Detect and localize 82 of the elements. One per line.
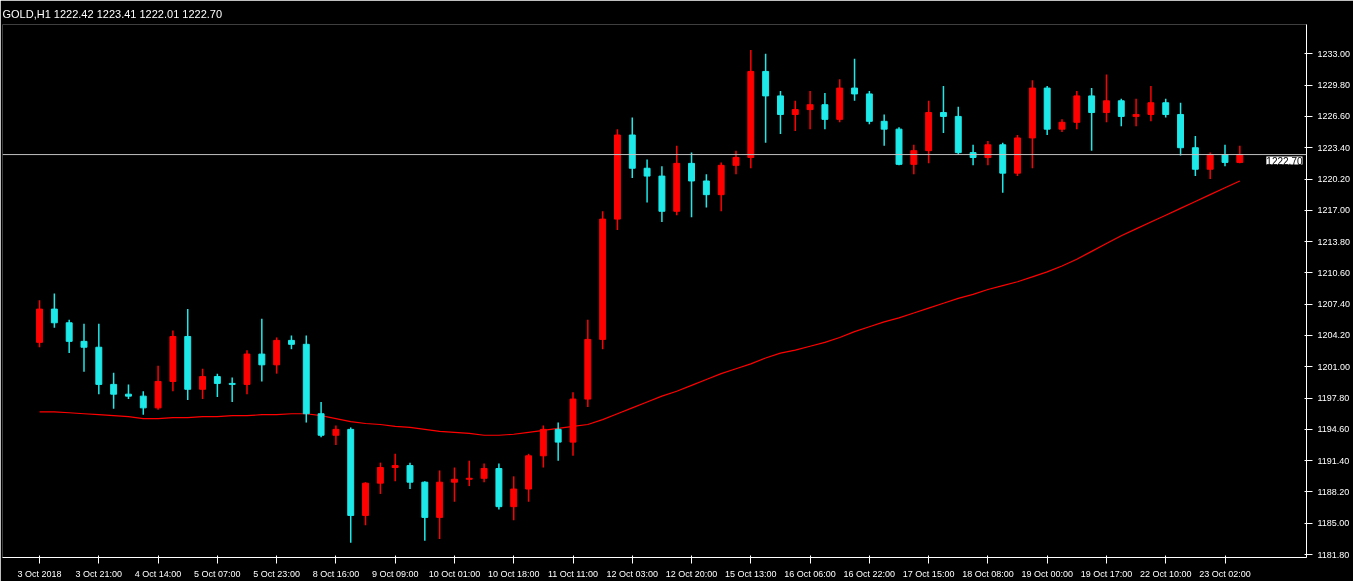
candlestick xyxy=(880,113,888,147)
y-tick-label: 1217.00 xyxy=(1317,205,1351,216)
y-tick-label: 1188.20 xyxy=(1317,486,1350,497)
candlestick xyxy=(1102,73,1110,124)
candlestick xyxy=(510,475,518,522)
x-tick-label: 3 Oct 21:00 xyxy=(75,568,123,579)
x-tick-label: 23 Oct 02:00 xyxy=(1199,568,1251,579)
x-tick-label: 9 Oct 09:00 xyxy=(371,568,419,579)
x-tick-label: 10 Oct 01:00 xyxy=(428,568,481,579)
x-tick-label: 5 Oct 07:00 xyxy=(194,568,241,579)
x-tick-label: 8 Oct 16:00 xyxy=(312,568,360,579)
x-tick-label: 12 Oct 20:00 xyxy=(665,568,718,579)
x-tick-label: 17 Oct 15:00 xyxy=(902,568,955,579)
chart-title: GOLD,H1 1222.42 1223.41 1222.01 1222.70 xyxy=(2,7,223,20)
candlestick xyxy=(258,318,266,383)
candlestick xyxy=(554,421,562,462)
y-tick-label: 1213.80 xyxy=(1317,236,1351,247)
candlestick xyxy=(450,466,458,503)
candlestick xyxy=(939,85,947,134)
x-tick-label: 4 Oct 14:00 xyxy=(134,568,182,579)
candlestick xyxy=(1117,98,1125,127)
x-tick-label: 19 Oct 17:00 xyxy=(1080,568,1133,579)
candlestick xyxy=(1162,98,1170,119)
candlestick xyxy=(1206,151,1214,180)
candlestick xyxy=(50,292,58,329)
y-tick-label: 1191.40 xyxy=(1317,455,1350,466)
candlestick xyxy=(702,173,710,209)
y-tick-label: 1207.40 xyxy=(1317,299,1351,310)
candlestick xyxy=(65,319,73,354)
candlestick xyxy=(732,149,740,175)
candlestick xyxy=(643,158,651,204)
x-tick-label: 3 Oct 2018 xyxy=(17,568,62,579)
candlestick xyxy=(110,371,118,410)
candlestick xyxy=(406,461,414,490)
y-tick-label: 1223.40 xyxy=(1317,142,1351,153)
x-tick-label: 5 Oct 23:00 xyxy=(253,568,300,579)
x-tick-label: 12 Oct 03:00 xyxy=(606,568,659,579)
x-tick-label: 18 Oct 08:00 xyxy=(962,568,1014,579)
x-tick-label: 10 Oct 18:00 xyxy=(487,568,540,579)
y-tick-label: 1210.60 xyxy=(1317,267,1351,278)
y-tick-label: 1201.00 xyxy=(1317,361,1351,372)
candlestick xyxy=(969,144,977,167)
y-tick-label: 1229.80 xyxy=(1317,80,1351,91)
y-tick-label: 1226.60 xyxy=(1317,111,1351,122)
candlestick xyxy=(228,376,236,403)
candlestick xyxy=(910,144,918,175)
candlestick xyxy=(776,90,784,135)
candlestick xyxy=(821,92,829,130)
candlestick xyxy=(791,100,799,132)
candlestick xyxy=(1147,85,1155,123)
candlestick xyxy=(317,401,325,438)
x-tick-label: 11 Oct 11:00 xyxy=(547,568,599,579)
candlestick xyxy=(139,390,147,416)
candlestick xyxy=(332,424,340,446)
y-tick-label: 1233.00 xyxy=(1317,48,1351,59)
x-tick-label: 16 Oct 22:00 xyxy=(843,568,896,579)
candlestick xyxy=(984,140,992,167)
y-tick-label: 1204.20 xyxy=(1317,330,1351,341)
candlestick xyxy=(465,459,473,487)
candlestick xyxy=(688,151,696,218)
candlestick xyxy=(199,368,207,400)
candlestick xyxy=(391,453,399,482)
candlestick xyxy=(80,323,88,373)
y-tick-label: 1185.00 xyxy=(1317,518,1350,529)
x-tick-label: 15 Oct 13:00 xyxy=(725,568,777,579)
candlestick xyxy=(1221,144,1229,168)
ref-line-label: 1222.70 xyxy=(1266,155,1303,167)
candlestick xyxy=(213,372,221,398)
y-tick-label: 1220.20 xyxy=(1317,174,1351,185)
candlestick xyxy=(376,461,384,495)
candlestick xyxy=(1191,135,1199,177)
candlestick xyxy=(1132,98,1140,127)
candlestick xyxy=(851,57,859,102)
y-tick-label: 1197.80 xyxy=(1317,393,1350,404)
candlestick xyxy=(1088,87,1096,152)
x-tick-label: 16 Oct 06:00 xyxy=(784,568,836,579)
x-tick-label: 22 Oct 10:00 xyxy=(1139,568,1192,579)
y-tick-label: 1181.80 xyxy=(1317,549,1350,560)
y-tick-label: 1194.60 xyxy=(1317,424,1350,435)
candlestick xyxy=(480,462,488,483)
x-tick-label: 19 Oct 00:00 xyxy=(1021,568,1073,579)
candlestick xyxy=(806,90,814,130)
